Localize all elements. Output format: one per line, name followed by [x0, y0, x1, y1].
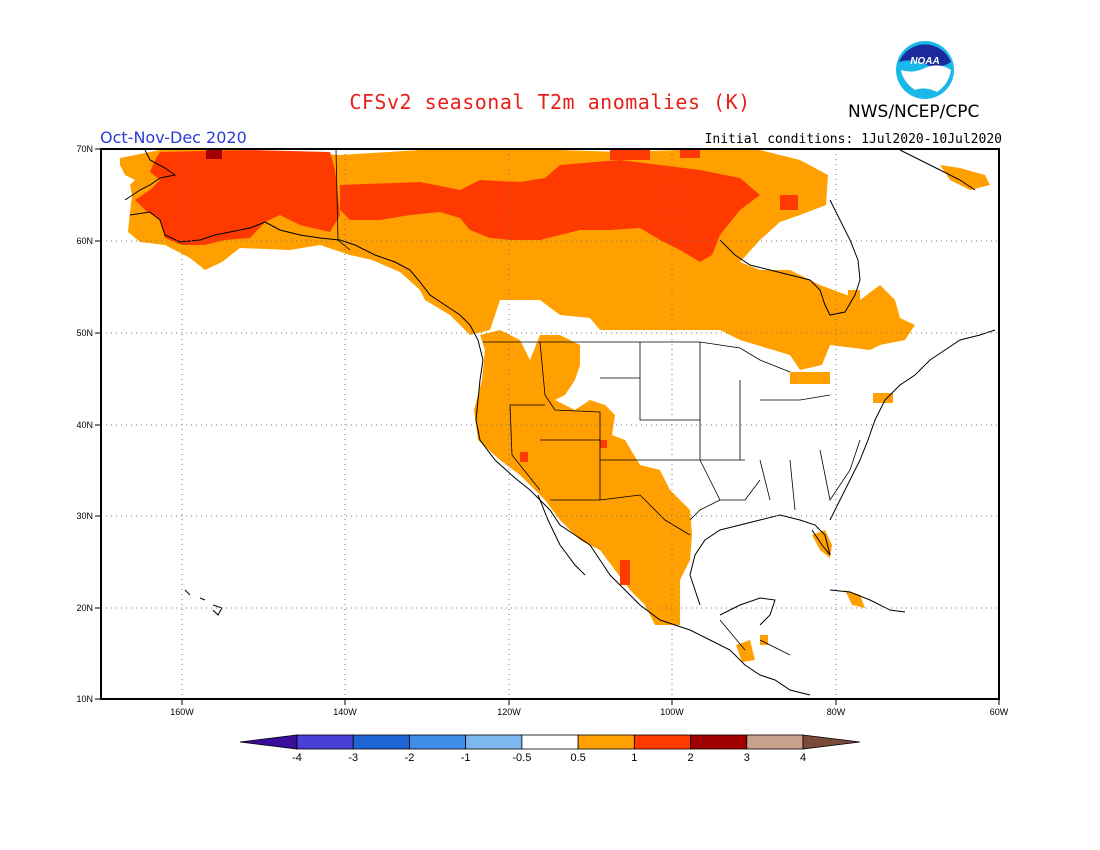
- anomaly-region: [474, 330, 692, 625]
- lat-labels: 70N 60N 50N 40N 30N 20N 10N: [76, 144, 93, 704]
- colorbar-arrow-low: [239, 734, 298, 750]
- anomaly-region: [340, 160, 760, 262]
- anomaly-region: [600, 440, 607, 448]
- lat-label: 40N: [76, 420, 93, 430]
- colorbar-swatch: [690, 734, 748, 750]
- colorbar-swatch: [633, 734, 691, 750]
- season-label: Oct-Nov-Dec 2020: [100, 128, 247, 147]
- anomaly-region: [845, 590, 865, 608]
- anomaly-region: [520, 452, 528, 462]
- colorbar-label: 4: [800, 752, 806, 764]
- lon-label: 140W: [333, 707, 357, 717]
- colorbar-swatch: [465, 734, 523, 750]
- lat-label: 70N: [76, 144, 93, 154]
- anomaly-region: [790, 372, 830, 384]
- anomaly-region: [620, 560, 630, 585]
- colorbar-label: 0.5: [570, 752, 585, 764]
- colorbar-label: 3: [744, 752, 750, 764]
- colorbar-label: -3: [348, 752, 358, 764]
- anomaly-region: [760, 635, 768, 645]
- lon-label: 60W: [990, 707, 1009, 717]
- noaa-logo: NOAA: [896, 41, 954, 99]
- colorbar-swatch: [352, 734, 410, 750]
- lat-label: 30N: [76, 511, 93, 521]
- anomaly-fill-layer: [120, 150, 990, 662]
- lon-label: 120W: [497, 707, 521, 717]
- colorbar-arrow-high: [802, 734, 861, 750]
- colorbar-label: -4: [292, 752, 302, 764]
- anomaly-region: [873, 393, 893, 403]
- logo-text: NOAA: [910, 56, 939, 67]
- lon-label: 160W: [170, 707, 194, 717]
- colorbar-swatch: [746, 734, 804, 750]
- political-borders: [335, 149, 861, 656]
- chart-title: CFSv2 seasonal T2m anomalies (K): [349, 90, 751, 114]
- organization-label: NWS/NCEP/CPC: [848, 102, 980, 122]
- colorbar-swatch: [296, 734, 354, 750]
- anomaly-region: [135, 150, 340, 245]
- anomaly-region: [680, 150, 700, 158]
- colorbar: -4 -3 -2 -1 -0.5 0.5 1 2 3 4: [239, 734, 861, 764]
- anomaly-region: [940, 165, 990, 190]
- grid-lines: [101, 149, 999, 699]
- anomaly-region: [610, 150, 650, 160]
- lat-label: 60N: [76, 236, 93, 246]
- colorbar-label: -2: [405, 752, 415, 764]
- anomaly-region: [206, 150, 222, 159]
- colorbar-label: -1: [461, 752, 471, 764]
- lon-label: 100W: [660, 707, 684, 717]
- lat-label: 20N: [76, 603, 93, 613]
- initial-conditions-label: Initial conditions: 1Jul2020-10Jul2020: [704, 132, 1002, 147]
- anomaly-region: [780, 195, 798, 210]
- axis-ticks: [95, 148, 1000, 705]
- plot-frame: [100, 148, 1000, 700]
- lon-label: 80W: [827, 707, 846, 717]
- colorbar-swatch: [409, 734, 467, 750]
- lat-label: 50N: [76, 328, 93, 338]
- coastlines: [124, 149, 996, 696]
- lat-label: 10N: [76, 694, 93, 704]
- colorbar-label: 2: [687, 752, 693, 764]
- colorbar-swatch: [577, 734, 635, 750]
- colorbar-swatch: [521, 734, 579, 750]
- anomaly-region: [848, 290, 860, 300]
- colorbar-label: 1: [631, 752, 637, 764]
- lon-labels: 160W 140W 120W 100W 80W 60W: [170, 707, 1009, 717]
- colorbar-label: -0.5: [512, 752, 531, 764]
